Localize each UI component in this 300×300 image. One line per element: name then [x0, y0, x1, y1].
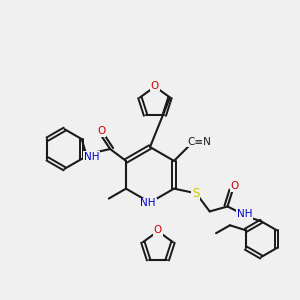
Text: NH: NH: [83, 152, 99, 162]
Text: C≡N: C≡N: [188, 136, 211, 146]
Text: O: O: [230, 181, 238, 191]
Text: O: O: [154, 225, 162, 235]
Text: S: S: [192, 187, 200, 200]
Text: O: O: [97, 126, 105, 136]
Text: O: O: [151, 81, 159, 91]
Text: NH: NH: [140, 199, 156, 208]
Text: NH: NH: [237, 209, 252, 219]
